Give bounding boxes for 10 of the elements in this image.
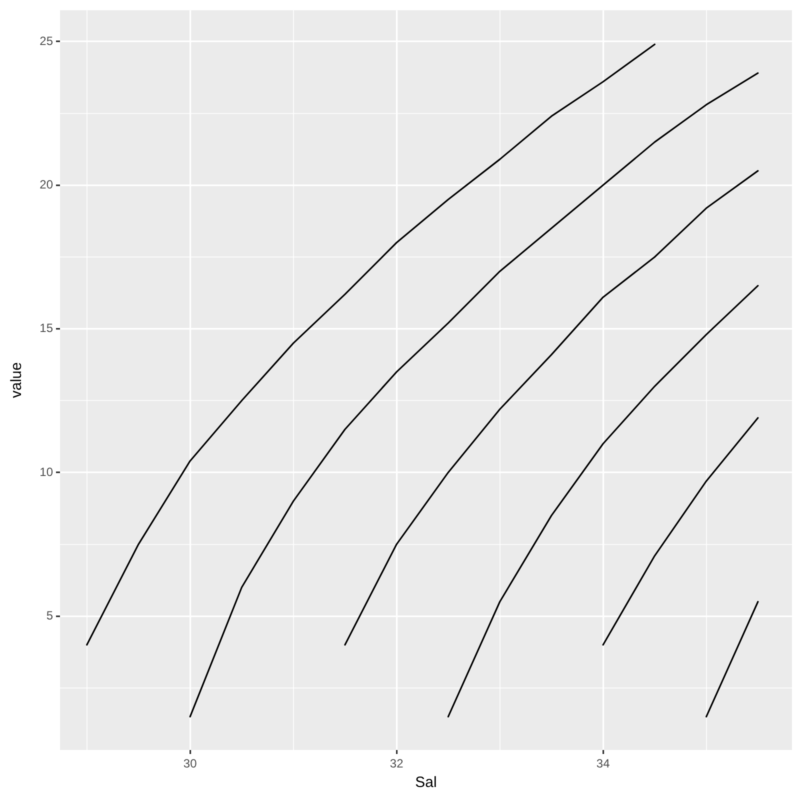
- y-tick-label: 25: [40, 34, 54, 48]
- x-axis-title: Sal: [415, 774, 437, 792]
- y-tick-label: 15: [40, 321, 54, 336]
- y-tick-label: 10: [40, 464, 54, 479]
- x-tick-label: 34: [596, 756, 610, 771]
- x-tick-label: 30: [183, 756, 198, 771]
- y-tick-label: 5: [46, 608, 54, 622]
- y-axis-title: value: [8, 362, 26, 398]
- y-tick-label: 20: [40, 177, 54, 192]
- x-tick-label: 32: [390, 756, 404, 771]
